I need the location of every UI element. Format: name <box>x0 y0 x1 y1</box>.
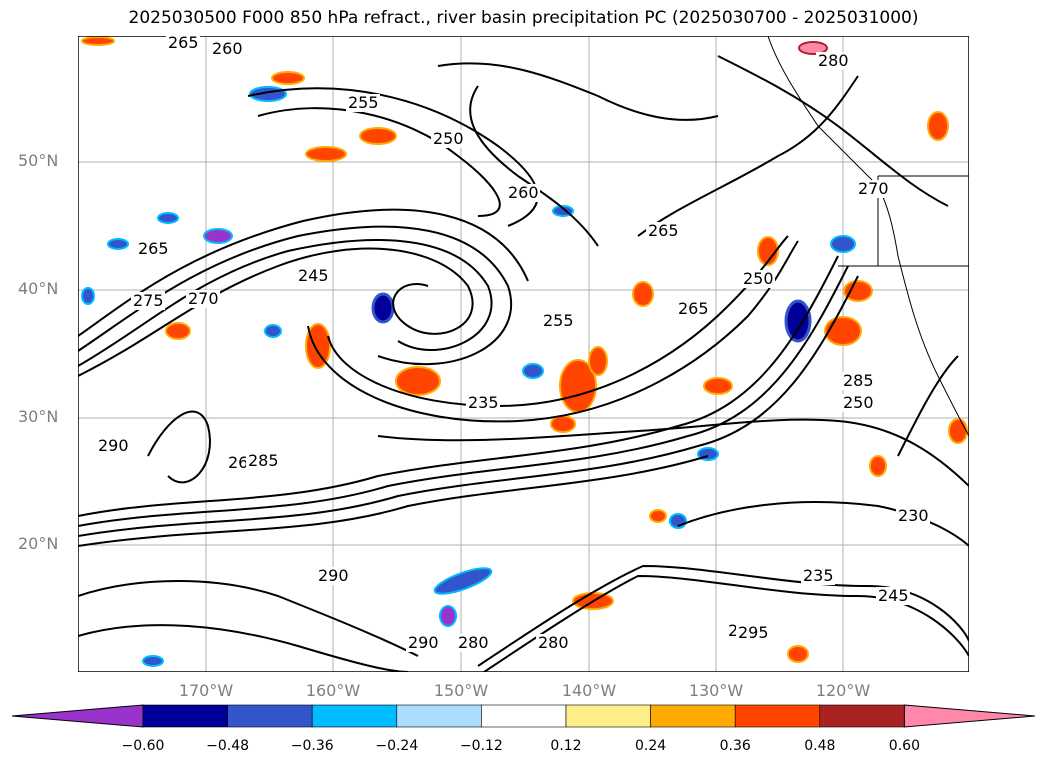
contour-label-bg <box>506 184 540 202</box>
contour-label-bg <box>210 40 244 58</box>
colorbar-tick-label: −0.36 <box>290 738 334 754</box>
contour-label: 260 <box>212 39 243 58</box>
contour-label: 290 <box>408 633 439 652</box>
longitude-label: 160°W <box>305 681 361 700</box>
colorbar-swatch <box>734 704 821 728</box>
contour-label: 245 <box>298 266 329 285</box>
contour-label-bg <box>741 270 775 288</box>
colorbar-extend-high <box>903 704 1036 728</box>
map-background <box>78 36 969 672</box>
contour-label: 280 <box>538 633 569 652</box>
colorbar <box>11 704 1036 728</box>
contour-label-bg <box>131 292 165 310</box>
contour-label: 255 <box>543 311 574 330</box>
contour-label-bg <box>646 222 680 240</box>
contour-label: 265 <box>648 221 679 240</box>
colorbar-tick-label: −0.24 <box>375 738 419 754</box>
contour-label-bg <box>541 312 575 330</box>
contour-label: 230 <box>898 506 929 525</box>
colorbar-tick-label: 0.36 <box>719 738 751 754</box>
contour-label: 295 <box>738 623 769 642</box>
colorbar-swatch <box>481 704 567 728</box>
colorbar-swatch <box>227 704 313 728</box>
latitude-label: 20°N <box>18 534 59 553</box>
contour-label: 260 <box>508 183 539 202</box>
contour-label-bg <box>841 372 875 390</box>
contour-label: 265 <box>168 36 199 52</box>
latitude-label: 30°N <box>18 407 59 426</box>
contour-label: 265 <box>138 239 169 258</box>
colorbar-tick-label: −0.48 <box>206 738 250 754</box>
contour-label: 270 <box>188 289 219 308</box>
colorbar-tick-label: −0.12 <box>459 738 503 754</box>
contour-label-bg <box>876 587 910 605</box>
contour-label-bg <box>431 130 465 148</box>
contour-label: 290 <box>318 566 349 585</box>
latitude-label: 50°N <box>18 151 59 170</box>
contour-label: 250 <box>743 269 774 288</box>
coastline <box>767 36 969 437</box>
colorbar-tick-label: −0.60 <box>121 738 165 754</box>
latitude-label: 40°N <box>18 279 59 298</box>
contour-label: 270 <box>858 179 889 198</box>
contour-label-bg <box>246 452 280 470</box>
contour-label-bg <box>166 36 200 52</box>
contour-label-bg <box>346 94 380 112</box>
map-panel: 265 260 255 250 260 265 245 275 270 255 235 250 285 2… <box>78 36 969 672</box>
colorbar-swatch <box>650 704 736 728</box>
contour-label-bg <box>296 267 330 285</box>
contour-label-bg <box>466 394 500 412</box>
contour-label-bg <box>676 300 710 318</box>
contour-label-bg <box>736 624 770 642</box>
contour-label: 250 <box>843 393 874 412</box>
contour-label-bg <box>136 240 170 258</box>
colorbar-tick-label: 0.48 <box>804 738 836 754</box>
longitude-label: 150°W <box>433 681 489 700</box>
contour-label-layer: 265 260 255 250 260 265 245 275 270 255 235 250 285 2… <box>96 36 930 652</box>
contour-label: 255 <box>348 93 379 112</box>
longitude-label: 140°W <box>561 681 617 700</box>
longitude-label: 130°W <box>688 681 744 700</box>
contour-label-bg <box>456 634 490 652</box>
contour-label: 280 <box>458 633 489 652</box>
longitude-label: 170°W <box>178 681 234 700</box>
colorbar-swatch <box>396 704 482 728</box>
contour-label-bg <box>96 437 130 455</box>
contour-label-bg <box>896 507 930 525</box>
colorbar-tick-label: 0.60 <box>888 738 920 754</box>
colorbar-swatch <box>819 704 905 728</box>
contour-label-bg <box>186 290 220 308</box>
colorbar-tick-label: 0.24 <box>635 738 667 754</box>
contour-label: 275 <box>133 291 164 310</box>
contour-label-bg <box>856 180 890 198</box>
contour-label: 285 <box>248 451 279 470</box>
colorbar-swatch <box>142 704 228 728</box>
contour-label-bg <box>816 52 850 70</box>
contour-label-bg <box>316 567 350 585</box>
refractivity-contours <box>78 55 969 672</box>
contour-label-bg <box>536 634 570 652</box>
contour-label: 265 <box>678 299 709 318</box>
contour-label: 285 <box>843 371 874 390</box>
contour-label: 250 <box>433 129 464 148</box>
contour-label-bg <box>406 634 440 652</box>
colorbar-swatch <box>311 704 398 728</box>
contour-label: 235 <box>803 566 834 585</box>
contour-label: 280 <box>818 51 849 70</box>
map-title: 2025030500 F000 850 hPa refract., river … <box>128 8 919 28</box>
contour-label-bg <box>801 567 835 585</box>
colorbar-tick-label: 0.12 <box>550 738 582 754</box>
contour-label: 290 <box>98 436 129 455</box>
contour-label-bg <box>841 394 875 412</box>
precip-shading <box>81 36 968 667</box>
colorbar-swatch <box>565 704 651 728</box>
colorbar-extend-low <box>11 704 144 728</box>
contour-label: 235 <box>468 393 499 412</box>
longitude-label: 120°W <box>815 681 871 700</box>
contour-label: 245 <box>878 586 909 605</box>
